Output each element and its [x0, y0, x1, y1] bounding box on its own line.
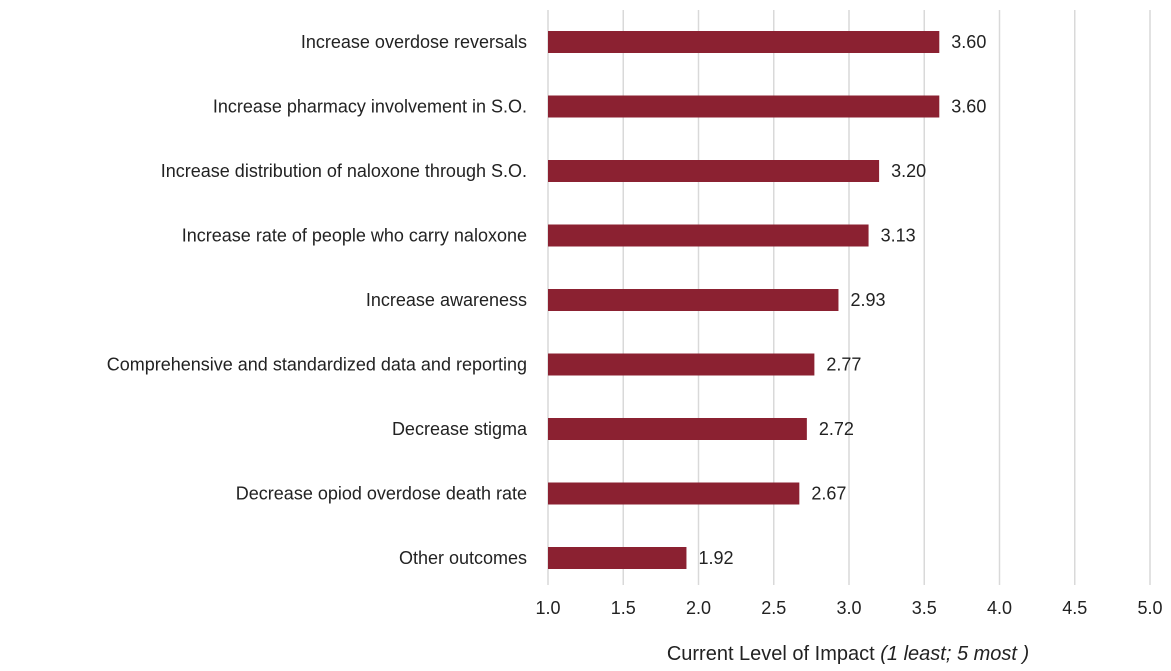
- x-tick-label: 5.0: [1137, 598, 1162, 618]
- data-label: 2.67: [811, 484, 846, 504]
- category-label: Decrease stigma: [392, 419, 528, 439]
- bar: [548, 353, 815, 376]
- category-label: Increase awareness: [366, 290, 527, 310]
- x-tick-labels: 1.0 1.5 2.0 2.5 3.0 3.5 4.0 4.5 5.0: [535, 598, 1162, 618]
- bar: [548, 95, 940, 118]
- data-labels: 3.60 3.60 3.20 3.13 2.93 2.77 2.72 2.67 1.92: [698, 32, 986, 568]
- category-label: Other outcomes: [399, 548, 527, 568]
- x-axis-title-note: (1 least; 5 most ): [880, 643, 1029, 665]
- data-label: 3.60: [951, 32, 986, 52]
- category-label: Comprehensive and standardized data and …: [107, 355, 527, 375]
- data-label: 3.20: [891, 161, 926, 181]
- x-tick-label: 1.5: [611, 598, 636, 618]
- data-label: 2.72: [819, 419, 854, 439]
- x-axis-title: Current Level of Impact (1 least; 5 most…: [667, 643, 1029, 665]
- category-label: Increase pharmacy involvement in S.O.: [213, 97, 527, 117]
- x-tick-label: 3.0: [836, 598, 861, 618]
- x-tick-label: 2.5: [761, 598, 786, 618]
- data-label: 1.92: [698, 548, 733, 568]
- x-tick-label: 4.0: [987, 598, 1012, 618]
- bar: [548, 547, 687, 569]
- bar: [548, 289, 839, 311]
- category-label: Increase distribution of naloxone throug…: [161, 161, 527, 181]
- category-labels: Increase overdose reversals Increase phar…: [107, 32, 528, 568]
- data-label: 2.77: [826, 355, 861, 375]
- category-label: Increase rate of people who carry naloxo…: [182, 226, 527, 246]
- bar: [548, 224, 869, 247]
- x-tick-label: 4.5: [1062, 598, 1087, 618]
- category-label: Decrease opiod overdose death rate: [236, 484, 527, 504]
- data-label: 3.13: [881, 226, 916, 246]
- bar: [548, 160, 880, 182]
- bar: [548, 31, 940, 53]
- x-axis-title-main: Current Level of Impact: [667, 643, 875, 665]
- bars: [548, 31, 940, 569]
- data-label: 3.60: [951, 97, 986, 117]
- data-label: 2.93: [850, 290, 885, 310]
- x-tick-label: 3.5: [912, 598, 937, 618]
- bar: [548, 482, 800, 505]
- x-tick-label: 1.0: [535, 598, 560, 618]
- category-label: Increase overdose reversals: [301, 32, 527, 52]
- x-tick-label: 2.0: [686, 598, 711, 618]
- bar: [548, 418, 807, 440]
